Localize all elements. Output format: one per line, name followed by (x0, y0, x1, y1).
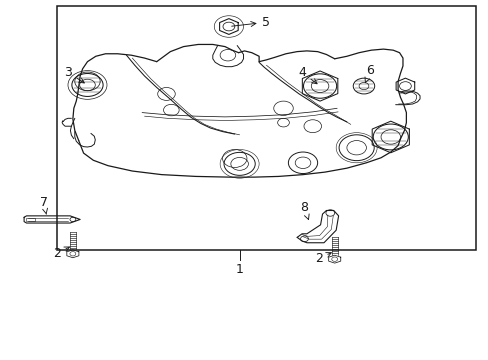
Text: 2: 2 (314, 252, 331, 265)
Text: 1: 1 (235, 263, 243, 276)
Text: 5: 5 (231, 16, 270, 29)
Text: 8: 8 (299, 201, 308, 220)
Bar (26, 218, 35, 221)
Text: 4: 4 (298, 66, 316, 84)
Text: 6: 6 (364, 64, 373, 83)
Text: 7: 7 (40, 196, 47, 214)
Bar (57, 6, 475, 250)
Text: 2: 2 (53, 247, 69, 260)
Text: 3: 3 (64, 66, 84, 83)
